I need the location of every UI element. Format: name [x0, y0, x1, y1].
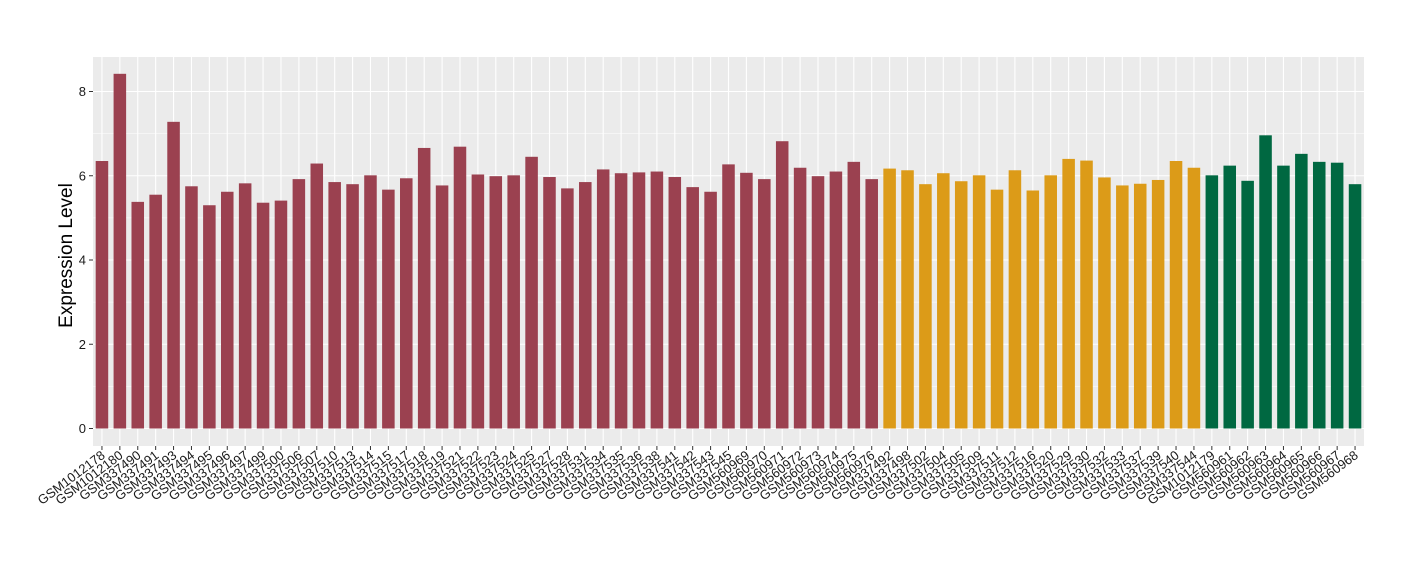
bar-GSM337535 [614, 173, 628, 429]
bar-GSM337527 [543, 177, 556, 429]
bar-GSM337519 [435, 185, 449, 429]
bar-GSM337509 [972, 175, 986, 429]
bar-GSM337536 [632, 172, 646, 429]
y-axis-title: Expression Level [56, 183, 77, 328]
x-axis: GSM1012178GSM1012180GSM337490GSM337491GS… [35, 446, 1361, 508]
bar-GSM337502 [919, 184, 932, 429]
bar-GSM337528 [561, 188, 574, 429]
bar-GSM560964 [1277, 165, 1290, 429]
bar-GSM337517 [400, 178, 413, 429]
bar-GSM560976 [865, 179, 878, 429]
bar-GSM337533 [1116, 185, 1129, 429]
y-tick-label: 0 [79, 421, 86, 436]
y-tick-label: 2 [79, 337, 86, 352]
bar-GSM337505 [954, 181, 968, 429]
bar-GSM337500 [274, 200, 288, 429]
bar-GSM337532 [1098, 177, 1111, 429]
bar-GSM337530 [1080, 160, 1093, 429]
bar-GSM337490 [131, 201, 145, 429]
bar-GSM337534 [596, 169, 610, 429]
bar-GSM337491 [149, 194, 162, 429]
bar-GSM337492 [883, 168, 896, 429]
bar-GSM337545 [722, 164, 735, 429]
bar-GSM337516 [1026, 190, 1040, 429]
bar-GSM337539 [1151, 179, 1165, 429]
bar-GSM560971 [775, 141, 789, 429]
bar-GSM337525 [525, 156, 538, 429]
bar-GSM337514 [364, 175, 377, 429]
bar-GSM337543 [704, 191, 717, 429]
bar-GSM337512 [1008, 170, 1022, 429]
bar-GSM560965 [1295, 153, 1308, 429]
bar-GSM337542 [686, 187, 699, 429]
bar-GSM337498 [901, 170, 914, 429]
bar-GSM337511 [990, 189, 1004, 429]
bar-GSM337515 [382, 189, 395, 429]
bar-GSM337513 [346, 184, 359, 429]
bar-GSM337506 [292, 179, 306, 429]
bar-GSM337507 [310, 163, 324, 429]
y-tick-label: 8 [79, 84, 86, 99]
bar-GSM337523 [489, 176, 503, 429]
bar-GSM560962 [1241, 180, 1254, 429]
bar-GSM337520 [1044, 175, 1057, 429]
y-tick-label: 6 [79, 168, 86, 183]
bar-GSM1012180 [113, 73, 127, 429]
bar-GSM337518 [417, 147, 431, 429]
bar-GSM560973 [811, 176, 825, 429]
bar-GSM560975 [847, 161, 861, 429]
bar-GSM337524 [507, 175, 520, 429]
bar-GSM337495 [203, 205, 216, 429]
bar-GSM337541 [668, 177, 682, 429]
bar-GSM337529 [1062, 158, 1075, 429]
bar-GSM337510 [328, 182, 341, 429]
bar-GSM1012178 [95, 161, 109, 429]
bar-GSM560970 [758, 179, 771, 429]
bar-GSM337496 [220, 191, 234, 429]
bar-GSM560966 [1312, 161, 1326, 429]
bar-GSM337497 [238, 183, 252, 429]
bar-GSM560967 [1330, 162, 1344, 429]
bar-GSM337499 [256, 202, 270, 429]
bar-GSM337493 [167, 121, 180, 429]
bar-GSM560969 [740, 172, 753, 429]
bar-GSM337531 [579, 182, 592, 429]
y-axis: 0 2 4 6 8 [79, 84, 93, 436]
bar-GSM337494 [185, 186, 198, 429]
bar-GSM560963 [1259, 135, 1272, 429]
bar-GSM560961 [1223, 165, 1237, 429]
y-tick-label: 4 [79, 253, 86, 268]
bars [95, 73, 1362, 429]
bar-GSM1012179 [1205, 175, 1219, 429]
bar-GSM560974 [829, 171, 843, 429]
bar-GSM337544 [1187, 167, 1201, 429]
bar-GSM560968 [1348, 184, 1362, 429]
bar-GSM337538 [650, 171, 664, 429]
bar-GSM560972 [793, 167, 807, 429]
bar-GSM337521 [453, 146, 467, 429]
bar-GSM337522 [471, 174, 485, 429]
bar-GSM337537 [1133, 183, 1147, 429]
bar-GSM337540 [1169, 161, 1183, 429]
bar-GSM337504 [937, 173, 950, 429]
